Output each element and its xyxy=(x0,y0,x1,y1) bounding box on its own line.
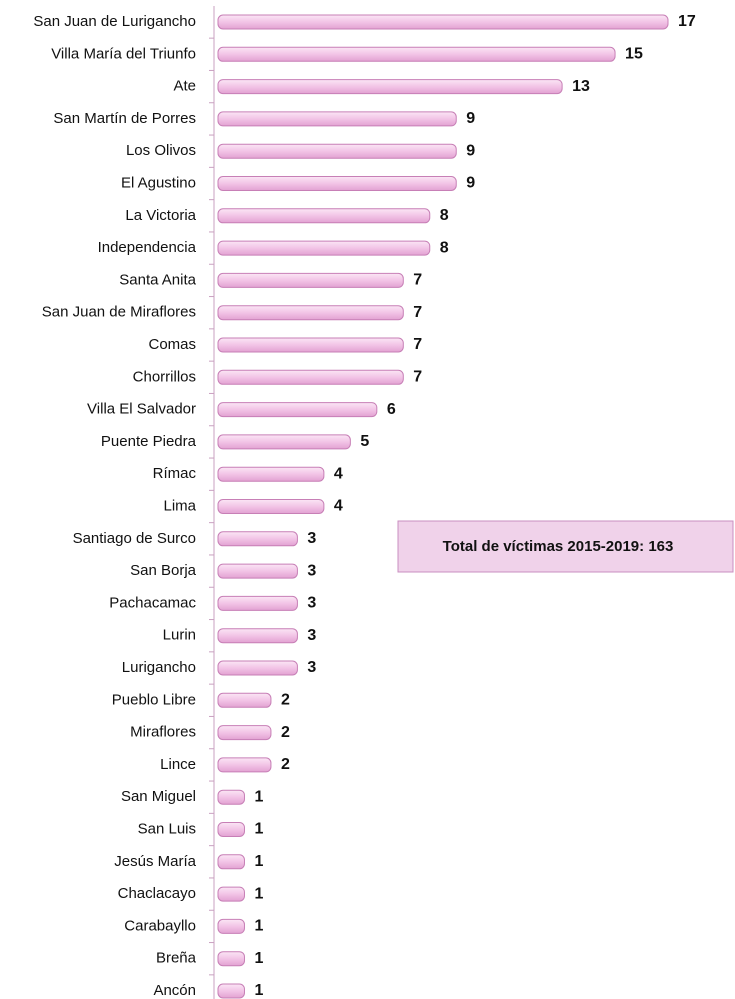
value-label: 4 xyxy=(334,465,343,482)
value-label: 17 xyxy=(678,13,696,30)
value-label: 2 xyxy=(281,692,290,709)
bar xyxy=(217,789,245,805)
value-label: 3 xyxy=(307,659,316,676)
value-label: 7 xyxy=(413,336,422,353)
value-label: 2 xyxy=(281,724,290,741)
bar xyxy=(217,305,404,321)
y-tick-label: Villa El Salvador xyxy=(87,401,196,418)
value-label: 8 xyxy=(440,207,449,224)
value-label: 9 xyxy=(466,175,475,192)
bar xyxy=(217,822,245,837)
value-label: 4 xyxy=(334,498,343,515)
y-tick-label: Carabayllo xyxy=(124,917,196,934)
value-label: 5 xyxy=(360,433,369,450)
bar xyxy=(217,111,457,127)
bar xyxy=(217,951,245,967)
value-label: 3 xyxy=(307,595,316,612)
y-tick-label: Lurin xyxy=(163,627,196,644)
y-tick-label: Independencia xyxy=(98,239,197,256)
bar xyxy=(217,337,404,353)
y-tick-label: San Juan de Lurigancho xyxy=(33,13,196,30)
y-tick-label: Los Olivos xyxy=(126,142,196,159)
value-label: 7 xyxy=(413,369,422,386)
y-tick-label: Rímac xyxy=(153,465,197,482)
value-label: 15 xyxy=(625,46,643,63)
y-tick-label: Lima xyxy=(163,497,196,514)
bar xyxy=(217,886,245,902)
bar xyxy=(217,46,616,62)
bar xyxy=(217,725,272,741)
bar xyxy=(217,14,669,30)
value-label: 6 xyxy=(387,401,396,418)
value-label: 7 xyxy=(413,272,422,289)
y-tick-label: Miraflores xyxy=(130,724,196,741)
y-tick-label: Comas xyxy=(148,336,196,353)
y-tick-label: Ancón xyxy=(153,982,196,999)
value-label: 1 xyxy=(254,821,263,838)
bar xyxy=(217,143,457,159)
y-tick-label: San Luis xyxy=(138,820,196,837)
value-label: 13 xyxy=(572,78,590,95)
y-tick-label: San Borja xyxy=(130,562,197,579)
value-label: 3 xyxy=(307,562,316,579)
y-tick-label: Chaclacayo xyxy=(118,885,196,902)
bar xyxy=(217,628,298,644)
y-tick-label: San Martín de Porres xyxy=(53,110,196,127)
annotation-box xyxy=(397,520,734,573)
y-tick-label: Santa Anita xyxy=(119,271,196,288)
bar xyxy=(217,918,245,934)
value-label: 9 xyxy=(466,142,475,159)
bar xyxy=(217,434,351,450)
value-label: 1 xyxy=(254,853,263,870)
value-label: 1 xyxy=(254,885,263,902)
y-tick-label: Santiago de Surco xyxy=(73,530,196,547)
bar xyxy=(217,757,272,773)
bar xyxy=(217,692,272,708)
value-label: 1 xyxy=(254,950,263,967)
value-label: 7 xyxy=(413,304,422,321)
bar xyxy=(217,272,404,288)
bar xyxy=(217,79,563,95)
bar xyxy=(217,983,245,999)
bar xyxy=(217,563,298,579)
y-tick-label: El Agustino xyxy=(121,174,196,191)
value-label: 3 xyxy=(307,530,316,547)
value-label: 8 xyxy=(440,239,449,256)
y-tick-label: La Victoria xyxy=(125,207,196,224)
y-tick-label: Breña xyxy=(156,950,197,967)
value-label: 1 xyxy=(254,788,263,805)
value-label: 1 xyxy=(254,982,263,999)
value-label: 1 xyxy=(254,918,263,935)
bar xyxy=(217,402,378,418)
y-tick-label: Pachacamac xyxy=(109,594,196,611)
bar xyxy=(217,499,325,514)
bar xyxy=(217,854,245,870)
y-tick-label: Pueblo Libre xyxy=(112,691,196,708)
bar xyxy=(217,531,298,547)
y-tick-label: San Miguel xyxy=(121,788,196,805)
y-tick-label: Puente Piedra xyxy=(101,433,197,450)
value-label: 9 xyxy=(466,110,475,127)
annotation: Total de víctimas 2015-2019: 163 xyxy=(443,538,674,555)
value-label: 3 xyxy=(307,627,316,644)
y-tick-label: Chorrillos xyxy=(133,368,196,385)
y-tick-label: Lurigancho xyxy=(122,659,196,676)
y-tick-label: Villa María del Triunfo xyxy=(51,45,196,62)
bar xyxy=(217,240,431,256)
y-tick-label: Jesús María xyxy=(114,853,196,870)
y-tick-label: Lince xyxy=(160,756,196,773)
value-label: 2 xyxy=(281,756,290,773)
y-tick-label: Ate xyxy=(173,78,196,95)
bar xyxy=(217,176,457,191)
bar xyxy=(217,466,325,482)
y-tick-label: San Juan de Miraflores xyxy=(42,304,196,321)
bar xyxy=(217,595,298,611)
bar xyxy=(217,660,298,676)
bar xyxy=(217,369,404,385)
bar xyxy=(217,208,431,224)
